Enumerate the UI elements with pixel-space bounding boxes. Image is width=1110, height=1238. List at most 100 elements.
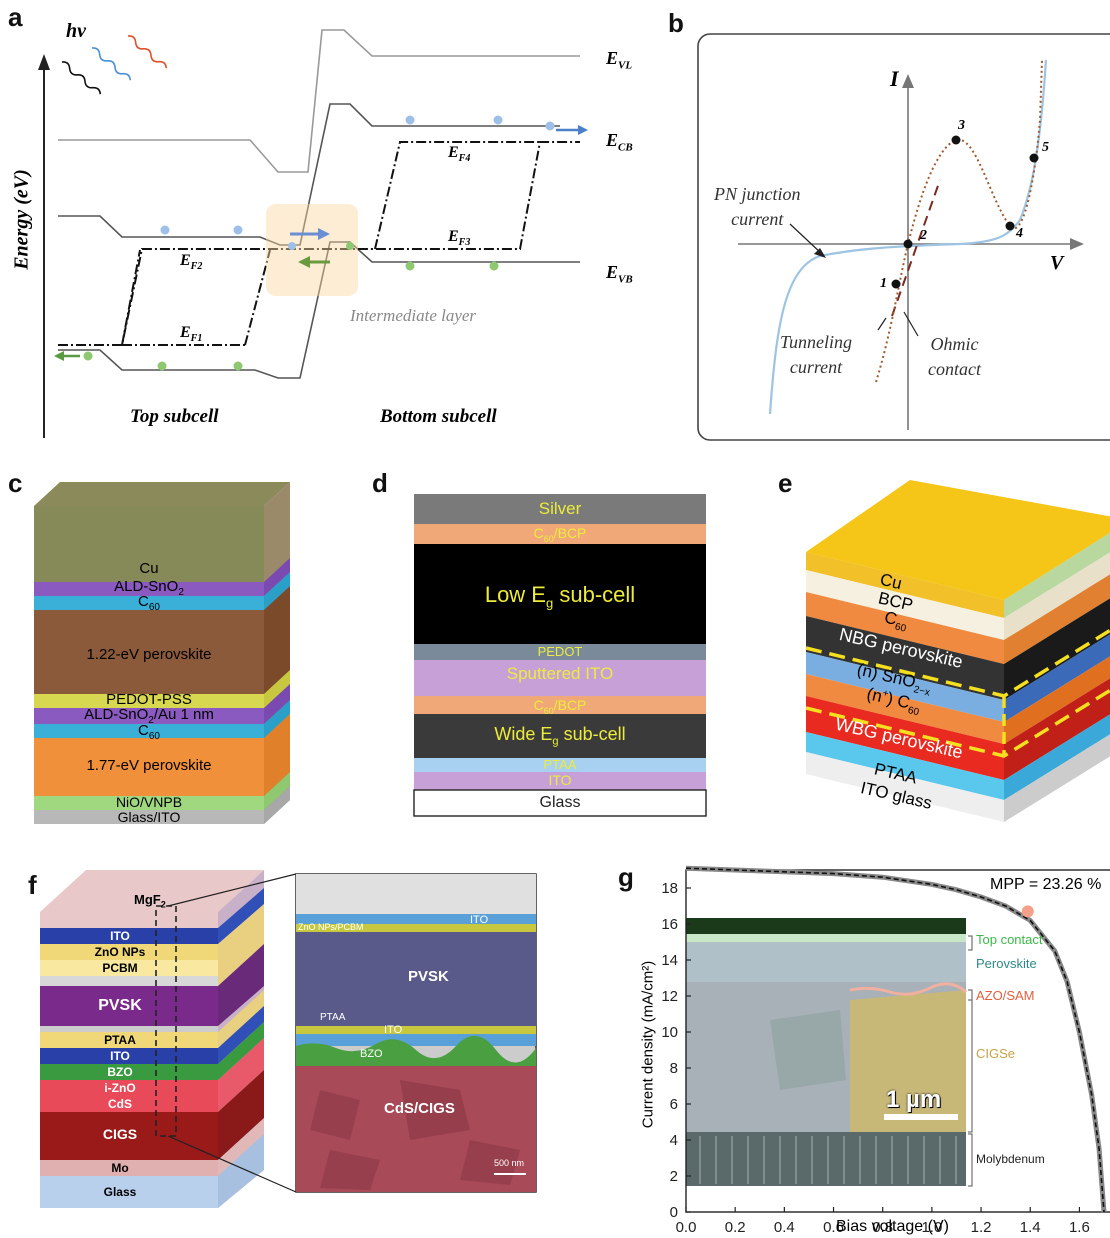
g-ytick-label: 0 bbox=[670, 1204, 678, 1221]
bottom-subcell-label: Bottom subcell bbox=[380, 406, 497, 427]
d-layer-wide-eg: Wide Eg sub-cell bbox=[494, 724, 626, 748]
c-layer-c60-top: C60 bbox=[138, 593, 160, 613]
g-ytick-label: 16 bbox=[661, 916, 678, 933]
g-xtick-label: 1.4 bbox=[1020, 1219, 1041, 1236]
f-layer-cigs: CIGS bbox=[102, 1126, 138, 1142]
c-layer-177-perovskite: 1.77-eV perovskite bbox=[86, 757, 212, 774]
e-f3-label: EF3 bbox=[448, 228, 471, 249]
g-ylabel: Current density (mA/cm²) bbox=[639, 960, 657, 1129]
sem-ito-bottom-label: ITO bbox=[384, 1024, 403, 1036]
d-layer-silver: Silver bbox=[538, 499, 582, 518]
inset-molybdenum-label: Molybdenum bbox=[976, 1152, 1045, 1166]
panel-label-g: g bbox=[618, 862, 634, 892]
sem-bzo-label: BZO bbox=[360, 1048, 383, 1060]
point-5-label: 5 bbox=[1042, 140, 1049, 155]
sem-inset-image bbox=[686, 918, 967, 1186]
f-layer-ptaa: PTAA bbox=[104, 1033, 136, 1047]
g-xtick-label: 0.6 bbox=[823, 1219, 844, 1236]
d-layer-c60-bcp-top: C60/BCP bbox=[533, 525, 587, 544]
ohmic-contact-label: Ohmic contact bbox=[928, 334, 981, 379]
panel-label-b: b bbox=[668, 8, 684, 38]
e-cb-label: ECB bbox=[606, 130, 633, 154]
g-xtick-label: 0.2 bbox=[725, 1219, 746, 1236]
c-layer-cu: Cu bbox=[139, 560, 159, 577]
f-layer-cds: CdS bbox=[108, 1097, 132, 1111]
g-plot-frame bbox=[685, 869, 1110, 1213]
g-xtick-label: 1.2 bbox=[971, 1219, 992, 1236]
e-f1-label: EF1 bbox=[180, 324, 203, 345]
g-ytick-label: 12 bbox=[661, 988, 678, 1005]
g-xlabel: Bias voltage (V) bbox=[836, 1218, 949, 1235]
inset-perovskite-label: Perovskite bbox=[976, 956, 1037, 971]
inset-scale-bar-label: 1 µm bbox=[886, 1086, 942, 1113]
g-xtick-label: 1.0 bbox=[921, 1219, 942, 1236]
d-layer-pedot: PEDOT bbox=[537, 644, 583, 659]
c-layer-ald-sno2: ALD-SnO2 bbox=[114, 578, 184, 598]
sem-zno-pcbm-label: ZnO NPs/PCBM bbox=[298, 922, 364, 932]
f-layer-mo: Mo bbox=[111, 1161, 129, 1175]
g-ytick-label: 10 bbox=[661, 1024, 678, 1041]
g-xtick-label: 0.0 bbox=[676, 1219, 697, 1236]
jv-curve bbox=[685, 867, 1105, 1213]
g-ytick-label: 6 bbox=[670, 1096, 678, 1113]
c-layer-ald-sno2-au: ALD-SnO2/Au 1 nm bbox=[84, 706, 214, 726]
c-layer-122-perovskite: 1.22-eV perovskite bbox=[86, 646, 212, 663]
point-2-label: 2 bbox=[920, 228, 927, 243]
sem-scale-label: 500 nm bbox=[494, 1158, 525, 1168]
b-i-axis-label: I bbox=[890, 66, 899, 91]
inset-top-contact-label: Top contact bbox=[976, 932, 1043, 947]
c-layer-pedot-pss: PEDOT-PSS bbox=[106, 691, 192, 708]
inset-azo-sam-label: AZO/SAM bbox=[976, 988, 1035, 1003]
f-layer-zno-nps: ZnO NPs bbox=[94, 945, 146, 959]
sem-ptaa-label: PTAA bbox=[320, 1012, 346, 1023]
mpp-annotation: MPP = 23.26 % bbox=[990, 876, 1102, 893]
g-xtick-label: 0.4 bbox=[774, 1219, 795, 1236]
g-ytick-label: 4 bbox=[670, 1132, 678, 1149]
sem-cds-cigs-label: CdS/CIGS bbox=[384, 1100, 455, 1117]
sem-ito-top-label: ITO bbox=[470, 914, 489, 926]
d-layer-ito: ITO bbox=[548, 772, 572, 788]
b-v-axis-label: V bbox=[1050, 252, 1064, 274]
e-vl-label: EVL bbox=[606, 48, 633, 72]
hv-label: hv bbox=[66, 20, 86, 42]
d-layer-ptaa: PTAA bbox=[543, 757, 577, 772]
f-layer-i-zno: i-ZnO bbox=[104, 1081, 136, 1095]
g-ytick-label: 8 bbox=[670, 1060, 678, 1077]
panel-label-d: d bbox=[372, 468, 388, 498]
g-ytick-label: 2 bbox=[670, 1168, 678, 1185]
inset-cigse-label: CIGSe bbox=[976, 1046, 1016, 1061]
pn-junction-label: PN junction current bbox=[714, 184, 801, 229]
f-layer-mgf2: MgF2 bbox=[134, 892, 166, 910]
top-subcell-label: Top subcell bbox=[130, 406, 219, 427]
e-f4-label: EF4 bbox=[448, 144, 471, 165]
g-ytick-label: 14 bbox=[661, 952, 678, 969]
d-layer-sputtered-ito: Sputtered ITO bbox=[506, 664, 614, 683]
g-ytick-label: 18 bbox=[661, 880, 678, 897]
g-xtick-label: 1.6 bbox=[1069, 1219, 1090, 1236]
panel-label-f: f bbox=[28, 870, 37, 900]
c-layer-nio-vnpb: NiO/VNPB bbox=[115, 794, 183, 810]
d-layer-glass: Glass bbox=[539, 794, 581, 811]
d-layer-low-eg: Low Eg sub-cell bbox=[484, 582, 636, 611]
c-layer-glass-ito: Glass/ITO bbox=[117, 809, 181, 825]
e-vb-label: EVB bbox=[606, 262, 633, 286]
f-layer-ito-mid: ITO bbox=[110, 1049, 130, 1063]
f-layer-pvsk: PVSK bbox=[98, 997, 142, 1014]
f-layer-glass: Glass bbox=[103, 1185, 137, 1199]
point-3-label: 3 bbox=[958, 118, 965, 133]
intermediate-layer-label: Intermediate layer bbox=[350, 306, 477, 325]
f-layer-pcbm: PCBM bbox=[102, 961, 138, 975]
d-layer-c60-bcp-bottom: C60/BCP bbox=[533, 697, 587, 716]
panel-label-c: c bbox=[8, 468, 23, 498]
mpp-point bbox=[1021, 905, 1034, 918]
g-xtick-label: 0.8 bbox=[872, 1219, 893, 1236]
f-layer-bzo: BZO bbox=[107, 1065, 133, 1079]
f-layer-ito-top: ITO bbox=[110, 929, 130, 943]
